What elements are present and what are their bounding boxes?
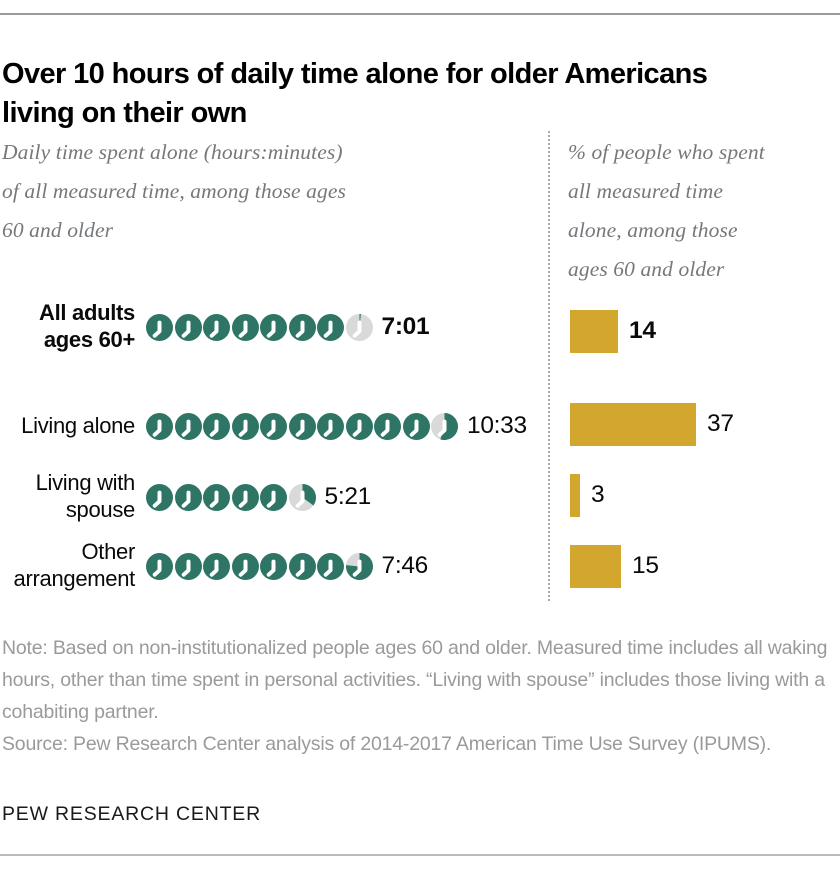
clock-icon-full xyxy=(288,412,316,440)
pictogram-row: Living alone 10:33 xyxy=(0,399,527,453)
pictogram-row: Other arrangement 7:46 xyxy=(0,539,429,593)
clock-icon-full xyxy=(146,552,173,580)
percent-bar xyxy=(570,474,580,517)
percent-bar xyxy=(570,545,621,588)
row-label-line: ages 60+ xyxy=(43,327,135,352)
chart-title: Over 10 hours of daily time alone for ol… xyxy=(2,55,840,132)
row-label: Living with spouse xyxy=(0,470,136,524)
row-label-line: Living with xyxy=(35,470,136,496)
clock-icon-full xyxy=(174,412,202,440)
clock-icon-full xyxy=(146,313,173,341)
left-subtitle-line: 60 and older xyxy=(2,218,114,243)
percent-value: 15 xyxy=(632,552,659,579)
clock-icons xyxy=(146,552,373,580)
clock-icon-full xyxy=(231,552,259,580)
time-value: 7:01 xyxy=(381,313,430,340)
clock-icon-full xyxy=(174,483,202,511)
title-line: Over 10 hours of daily time alone for ol… xyxy=(2,58,708,91)
percent-value: 14 xyxy=(629,317,656,344)
clock-icon-full xyxy=(374,412,401,440)
clock-icon-full xyxy=(174,552,202,580)
left-chart-subtitle: Daily time spent alone (hours:minutes) of… xyxy=(2,133,522,250)
clock-icon-full xyxy=(402,412,430,440)
clock-icon-partial xyxy=(345,552,373,580)
clock-icon-full xyxy=(231,313,259,341)
clock-icon-partial xyxy=(345,313,373,341)
clock-icon-partial xyxy=(288,483,316,511)
right-subtitle-line: % of people who spent xyxy=(568,140,765,164)
clock-icons xyxy=(146,313,373,341)
clock-icon-full xyxy=(260,552,287,580)
clock-icon-full xyxy=(203,313,230,341)
clock-icons xyxy=(146,483,316,511)
clock-icon-full xyxy=(203,483,230,511)
clock-icon-full xyxy=(260,483,287,511)
percent-value: 3 xyxy=(591,481,605,508)
right-subtitle-line: all measured time xyxy=(568,179,723,204)
row-label-line: All adults xyxy=(38,300,135,326)
clock-icon-full xyxy=(317,412,344,440)
top-divider xyxy=(0,13,840,15)
clock-icon-full xyxy=(288,552,316,580)
source-text: Source: Pew Research Center analysis of … xyxy=(2,732,772,755)
clock-icon-full xyxy=(231,412,259,440)
clock-icon-full xyxy=(203,552,230,580)
clock-icon-partial xyxy=(431,412,458,440)
time-value: 10:33 xyxy=(467,412,527,439)
row-label-line: arrangement xyxy=(13,566,136,591)
clock-icon-full xyxy=(231,483,259,511)
row-label: All adults ages 60+ xyxy=(0,300,135,354)
right-subtitle-line: ages 60 and older xyxy=(568,257,725,282)
clock-icon-full xyxy=(203,412,230,440)
clock-icon-full xyxy=(317,552,344,580)
clock-icon-full xyxy=(260,412,287,440)
row-label-line: Other xyxy=(81,539,135,565)
clock-icon-full xyxy=(317,313,344,341)
percent-bar xyxy=(570,310,618,353)
right-subtitle-line: alone, among those xyxy=(568,218,738,243)
percent-value: 37 xyxy=(707,410,734,437)
bottom-divider xyxy=(0,854,840,856)
pictogram-row: All adults ages 60+ 7:01 xyxy=(0,300,430,354)
pew-research-center-wordmark: PEW RESEARCH CENTER xyxy=(2,803,261,825)
clock-icon-full xyxy=(288,313,316,341)
row-label-line: Living alone xyxy=(21,412,135,438)
clock-icon-full xyxy=(174,313,202,341)
time-value: 7:46 xyxy=(381,552,429,579)
clock-icon-full xyxy=(146,412,173,440)
title-line: living on their own xyxy=(2,96,247,129)
left-subtitle-line: of all measured time, among those ages xyxy=(2,179,346,204)
row-label: Living alone xyxy=(0,413,135,440)
clock-icon-full xyxy=(345,412,373,440)
clock-icon-full xyxy=(260,313,287,341)
row-label: Other arrangement xyxy=(0,539,136,593)
row-label-line: spouse xyxy=(65,497,135,522)
pictogram-row: Living with spouse 5:21 xyxy=(0,470,372,524)
dotted-divider xyxy=(548,131,550,601)
note-text: Note: Based on non-institutionalized peo… xyxy=(2,637,828,723)
clock-icons xyxy=(146,412,458,440)
right-chart-subtitle: % of people who spent all measured time al… xyxy=(568,133,840,290)
left-subtitle-line: Daily time spent alone (hours:minutes) xyxy=(2,140,343,164)
note-block: Note: Based on non-institutionalized peo… xyxy=(2,633,830,761)
time-value: 5:21 xyxy=(324,483,372,510)
percent-bar xyxy=(570,403,696,446)
clock-icon-full xyxy=(146,483,173,511)
